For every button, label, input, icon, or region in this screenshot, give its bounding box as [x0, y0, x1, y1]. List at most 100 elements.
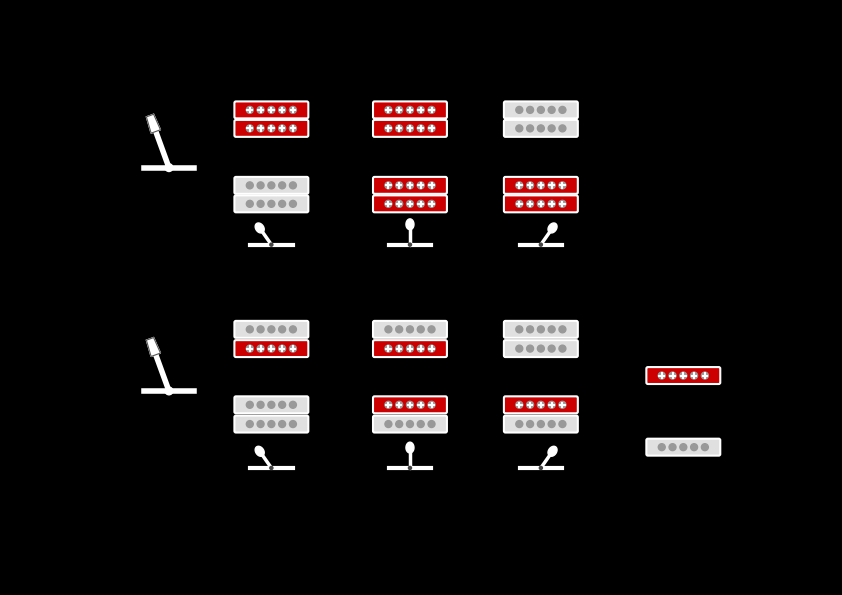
Circle shape [247, 201, 253, 207]
FancyBboxPatch shape [373, 177, 447, 194]
Circle shape [559, 125, 566, 132]
Circle shape [537, 402, 544, 408]
Circle shape [701, 372, 708, 379]
Circle shape [279, 345, 285, 352]
Circle shape [385, 421, 392, 428]
Circle shape [396, 107, 402, 114]
Circle shape [396, 326, 402, 333]
Circle shape [257, 421, 264, 428]
Circle shape [516, 201, 523, 207]
Circle shape [279, 421, 285, 428]
Circle shape [385, 345, 392, 352]
Circle shape [396, 345, 402, 352]
FancyBboxPatch shape [234, 340, 308, 357]
Circle shape [669, 372, 676, 379]
Circle shape [559, 345, 566, 352]
Circle shape [540, 466, 542, 469]
FancyBboxPatch shape [504, 120, 578, 137]
Circle shape [257, 201, 264, 207]
Circle shape [559, 421, 566, 428]
Circle shape [279, 182, 285, 189]
Circle shape [548, 201, 555, 207]
Circle shape [516, 402, 523, 408]
Circle shape [279, 326, 285, 333]
Circle shape [165, 164, 173, 171]
Circle shape [537, 182, 544, 189]
FancyBboxPatch shape [373, 120, 447, 137]
Polygon shape [255, 446, 264, 456]
Circle shape [418, 421, 424, 428]
Circle shape [418, 201, 424, 207]
Circle shape [268, 402, 274, 408]
Circle shape [548, 182, 555, 189]
FancyBboxPatch shape [234, 101, 308, 118]
FancyBboxPatch shape [234, 120, 308, 137]
Circle shape [257, 402, 264, 408]
Circle shape [526, 107, 534, 114]
Circle shape [247, 125, 253, 132]
Circle shape [407, 402, 413, 408]
FancyBboxPatch shape [234, 177, 308, 194]
Circle shape [428, 182, 435, 189]
Circle shape [268, 421, 274, 428]
Circle shape [385, 125, 392, 132]
FancyBboxPatch shape [504, 396, 578, 414]
Circle shape [418, 345, 424, 352]
Circle shape [559, 326, 566, 333]
Circle shape [247, 345, 253, 352]
Circle shape [268, 107, 274, 114]
Circle shape [290, 326, 296, 333]
FancyBboxPatch shape [504, 415, 578, 433]
Circle shape [269, 243, 273, 246]
Circle shape [516, 345, 523, 352]
Circle shape [407, 125, 413, 132]
Circle shape [407, 345, 413, 352]
Circle shape [268, 182, 274, 189]
Circle shape [396, 421, 402, 428]
Circle shape [526, 201, 534, 207]
Circle shape [669, 444, 676, 450]
Circle shape [268, 326, 274, 333]
FancyBboxPatch shape [647, 367, 720, 384]
Circle shape [428, 107, 435, 114]
Circle shape [268, 201, 274, 207]
Circle shape [559, 107, 566, 114]
Circle shape [257, 125, 264, 132]
Circle shape [257, 345, 264, 352]
FancyBboxPatch shape [234, 321, 308, 338]
Circle shape [428, 402, 435, 408]
Circle shape [408, 466, 412, 469]
Circle shape [396, 125, 402, 132]
FancyBboxPatch shape [234, 396, 308, 414]
Circle shape [428, 125, 435, 132]
Circle shape [537, 326, 544, 333]
FancyBboxPatch shape [234, 415, 308, 433]
Circle shape [418, 182, 424, 189]
Circle shape [526, 326, 534, 333]
Circle shape [247, 402, 253, 408]
Circle shape [526, 182, 534, 189]
Circle shape [268, 125, 274, 132]
Circle shape [537, 421, 544, 428]
Circle shape [526, 125, 534, 132]
FancyBboxPatch shape [373, 195, 447, 212]
Circle shape [247, 326, 253, 333]
Circle shape [257, 182, 264, 189]
Circle shape [290, 125, 296, 132]
Circle shape [385, 107, 392, 114]
Circle shape [279, 201, 285, 207]
Circle shape [396, 201, 402, 207]
Circle shape [428, 421, 435, 428]
Circle shape [165, 387, 173, 395]
FancyBboxPatch shape [504, 321, 578, 338]
Circle shape [385, 182, 392, 189]
Circle shape [418, 107, 424, 114]
Circle shape [385, 326, 392, 333]
Circle shape [516, 326, 523, 333]
Polygon shape [147, 337, 161, 356]
Circle shape [418, 326, 424, 333]
Circle shape [428, 345, 435, 352]
Circle shape [658, 444, 665, 450]
Circle shape [407, 326, 413, 333]
Circle shape [418, 125, 424, 132]
